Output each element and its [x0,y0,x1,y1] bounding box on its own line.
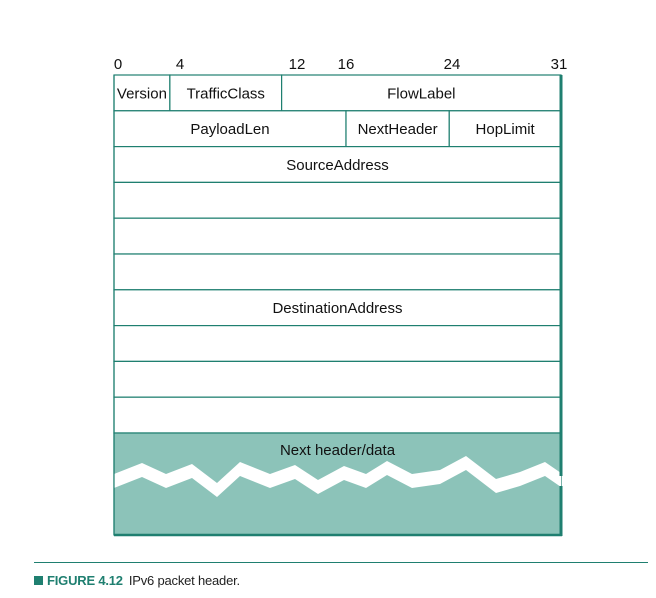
field-label: DestinationAddress [272,300,402,317]
ipv6-header-diagram: 0 4 12 16 24 31 Version TrafficClass FlowLabel P… [113,56,568,537]
bit-label: 4 [176,56,184,73]
bit-label: 24 [444,56,461,73]
figure-number: FIGURE 4.12 [47,573,123,588]
header-field [113,396,562,434]
header-field [113,325,562,363]
header-field [113,253,562,291]
field-label: Version [117,85,167,102]
field-label: FlowLabel [387,85,455,102]
field-label: SourceAddress [286,157,389,174]
frame-edge [113,75,563,537]
bit-label: 0 [114,56,122,73]
header-field [113,181,562,219]
header-field [281,74,562,112]
torn-break [114,456,561,497]
figure-caption: FIGURE 4.12 IPv6 packet header. [34,573,240,588]
data-section-label: Next header/data [280,442,396,459]
bit-label: 16 [338,56,355,73]
header-field [113,217,562,255]
bit-scale: 0 4 12 16 24 31 [114,56,568,73]
field-label: NextHeader [358,121,438,138]
field-label: HopLimit [476,121,536,138]
bit-label: 31 [551,56,568,73]
caption-marker-icon [34,576,43,585]
header-rows: Version TrafficClass FlowLabel PayloadLen Ne… [113,74,562,434]
header-field [448,110,562,148]
bit-label: 12 [289,56,306,73]
header-field [113,360,562,398]
next-header-data-section: Next header/data [113,432,562,536]
caption-divider [34,562,648,563]
field-label: TrafficClass [187,85,265,102]
caption-text: IPv6 packet header. [128,573,240,588]
header-field [169,74,283,112]
field-label: PayloadLen [190,121,269,138]
